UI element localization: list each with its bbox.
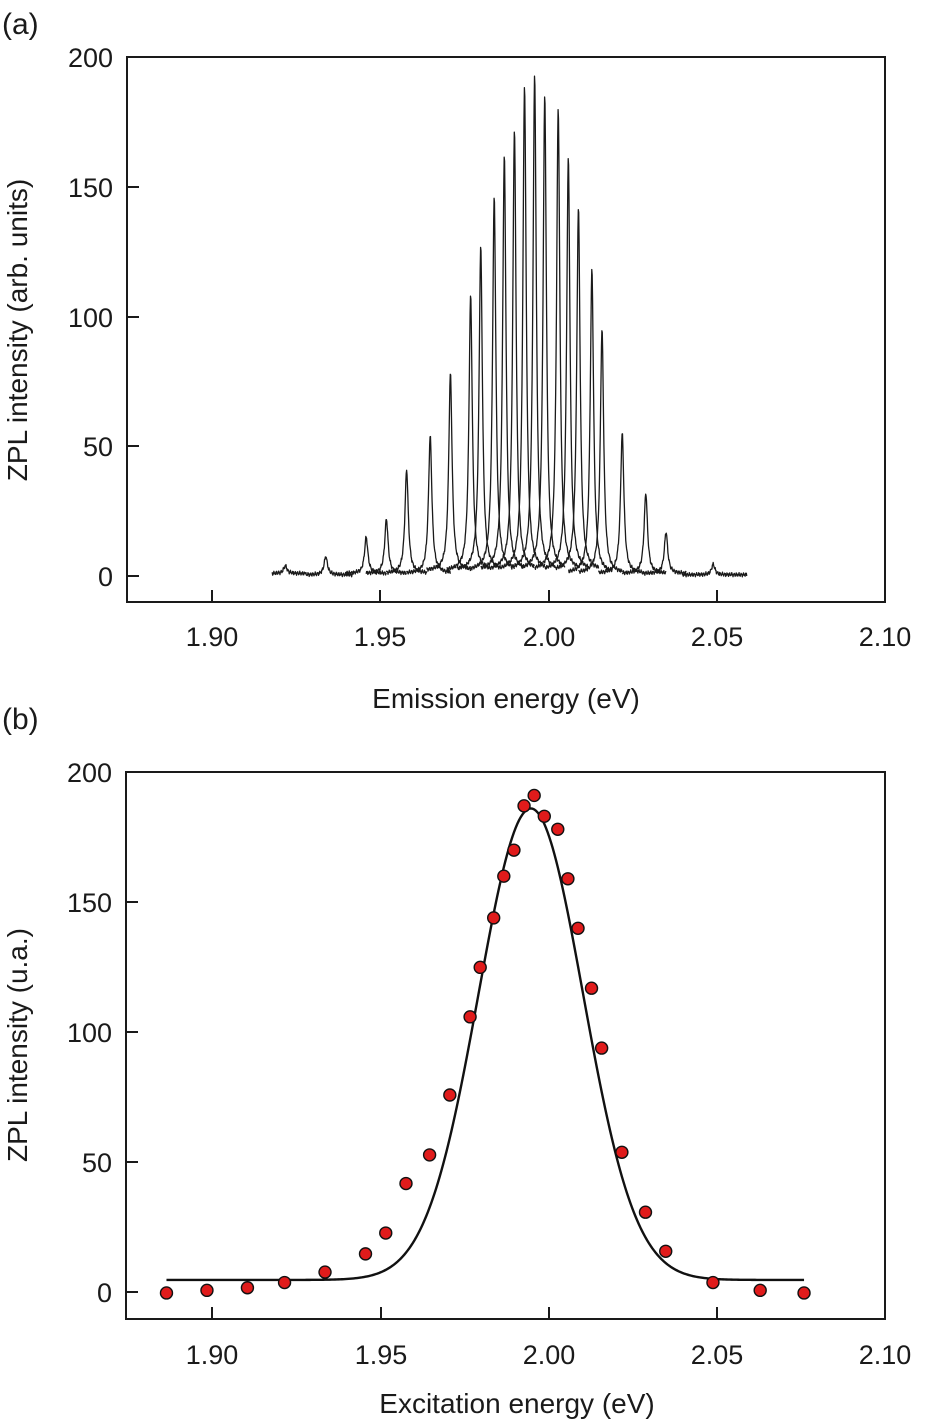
spectrum-line-10 bbox=[469, 197, 515, 571]
panel-b-xtick-label: 1.95 bbox=[355, 1340, 408, 1370]
data-point bbox=[318, 1265, 332, 1279]
panel-a-label: (a) bbox=[2, 8, 39, 41]
data-point bbox=[486, 911, 501, 925]
data-point bbox=[659, 1244, 673, 1258]
data-point bbox=[497, 869, 511, 883]
spectrum-line-3 bbox=[345, 535, 387, 576]
panel-b-xtick-label: 2.00 bbox=[523, 1340, 576, 1370]
panel-b: (b) 0 50 100 150 200 1.90 1.95 2.00 2.05… bbox=[2, 703, 911, 1419]
data-point bbox=[240, 1281, 255, 1295]
data-point bbox=[706, 1275, 720, 1290]
data-point bbox=[527, 788, 541, 803]
spectrum-line-5 bbox=[385, 469, 428, 575]
spectrum-line-14 bbox=[510, 75, 556, 570]
data-point bbox=[594, 1041, 609, 1055]
spectrum-line-13 bbox=[500, 87, 546, 570]
panel-b-label: (b) bbox=[2, 703, 39, 736]
panel-a-ytick-label: 0 bbox=[98, 562, 113, 592]
panel-b-x-axis: 1.90 1.95 2.00 2.05 2.10 bbox=[186, 1307, 912, 1370]
spectrum-line-20 bbox=[578, 330, 623, 575]
panel-a-spectra bbox=[271, 75, 748, 578]
spectrum-line-4 bbox=[365, 518, 407, 576]
data-point bbox=[473, 960, 487, 975]
spectrum-line-15 bbox=[520, 96, 566, 569]
panel-a-x-axis-title: Emission energy (eV) bbox=[372, 683, 640, 714]
data-point bbox=[561, 872, 575, 886]
spectrum-line-8 bbox=[446, 295, 492, 572]
panel-a-y-axis-title: ZPL intensity (arb. units) bbox=[2, 179, 33, 481]
panel-b-xtick-label: 1.90 bbox=[186, 1340, 239, 1370]
data-point bbox=[399, 1176, 413, 1191]
panel-a-ytick-label: 100 bbox=[68, 303, 113, 333]
gaussian-fit-line bbox=[166, 807, 805, 1282]
spectrum-line-12 bbox=[490, 131, 535, 570]
spectrum-line-19 bbox=[568, 268, 613, 574]
data-point bbox=[753, 1283, 767, 1298]
data-point bbox=[551, 822, 565, 836]
spectrum-line-11 bbox=[480, 156, 526, 570]
data-point bbox=[463, 1010, 477, 1024]
panel-b-xtick-label: 2.10 bbox=[859, 1340, 912, 1370]
spectrum-line-23 bbox=[642, 532, 687, 576]
data-point bbox=[571, 921, 585, 935]
panel-a-plot-frame bbox=[126, 56, 886, 603]
panel-b-xtick-label: 2.05 bbox=[691, 1340, 744, 1370]
panel-a-xtick-label: 2.00 bbox=[523, 622, 576, 652]
data-point bbox=[422, 1148, 437, 1162]
panel-a-y-axis: 0 50 100 150 200 bbox=[68, 43, 139, 592]
spectrum-line-9 bbox=[456, 246, 502, 571]
panel-b-y-axis: 0 50 100 150 200 bbox=[67, 758, 138, 1308]
panel-b-x-axis-title: Excitation energy (eV) bbox=[379, 1388, 654, 1419]
panel-a-xtick-label: 1.90 bbox=[186, 622, 239, 652]
data-point bbox=[537, 809, 551, 823]
data-point bbox=[797, 1286, 811, 1300]
data-point bbox=[159, 1286, 174, 1300]
data-point bbox=[517, 799, 531, 813]
panel-b-ytick-label: 200 bbox=[67, 758, 112, 788]
data-point bbox=[443, 1088, 457, 1102]
data-point bbox=[615, 1145, 629, 1160]
panel-a-ytick-label: 200 bbox=[68, 43, 113, 73]
data-point bbox=[379, 1226, 393, 1240]
spectrum-line-1 bbox=[271, 563, 306, 576]
data-point bbox=[638, 1205, 653, 1219]
panel-b-ytick-label: 0 bbox=[97, 1278, 112, 1308]
panel-a: (a) 0 50 100 150 200 1.90 1.95 2.00 2.05… bbox=[2, 8, 911, 714]
panel-b-ytick-label: 100 bbox=[67, 1018, 112, 1048]
data-point bbox=[277, 1275, 292, 1290]
panel-a-ytick-label: 50 bbox=[83, 432, 113, 462]
panel-b-ytick-label: 150 bbox=[67, 888, 112, 918]
panel-a-xtick-label: 2.05 bbox=[691, 622, 744, 652]
spectrum-line-6 bbox=[406, 435, 451, 575]
spectrum-line-17 bbox=[544, 158, 589, 570]
panel-a-ytick-label: 150 bbox=[68, 173, 113, 203]
data-point bbox=[507, 843, 521, 857]
spectrum-line-16 bbox=[534, 109, 579, 571]
panel-b-y-axis-title: ZPL intensity (u.a.) bbox=[2, 928, 33, 1162]
panel-b-ytick-label: 50 bbox=[82, 1148, 112, 1178]
data-point bbox=[358, 1247, 373, 1261]
spectrum-line-24 bbox=[682, 561, 748, 578]
spectrum-line-18 bbox=[554, 209, 600, 571]
data-point bbox=[200, 1283, 214, 1298]
panel-b-plot-frame bbox=[125, 771, 886, 1320]
panel-a-xtick-label: 1.95 bbox=[354, 622, 407, 652]
spectrum-line-2 bbox=[304, 556, 353, 578]
panel-b-data bbox=[159, 788, 811, 1300]
panel-a-xtick-label: 2.10 bbox=[859, 622, 912, 652]
data-point bbox=[584, 981, 599, 995]
panel-a-x-axis: 1.90 1.95 2.00 2.05 2.10 bbox=[186, 590, 912, 652]
